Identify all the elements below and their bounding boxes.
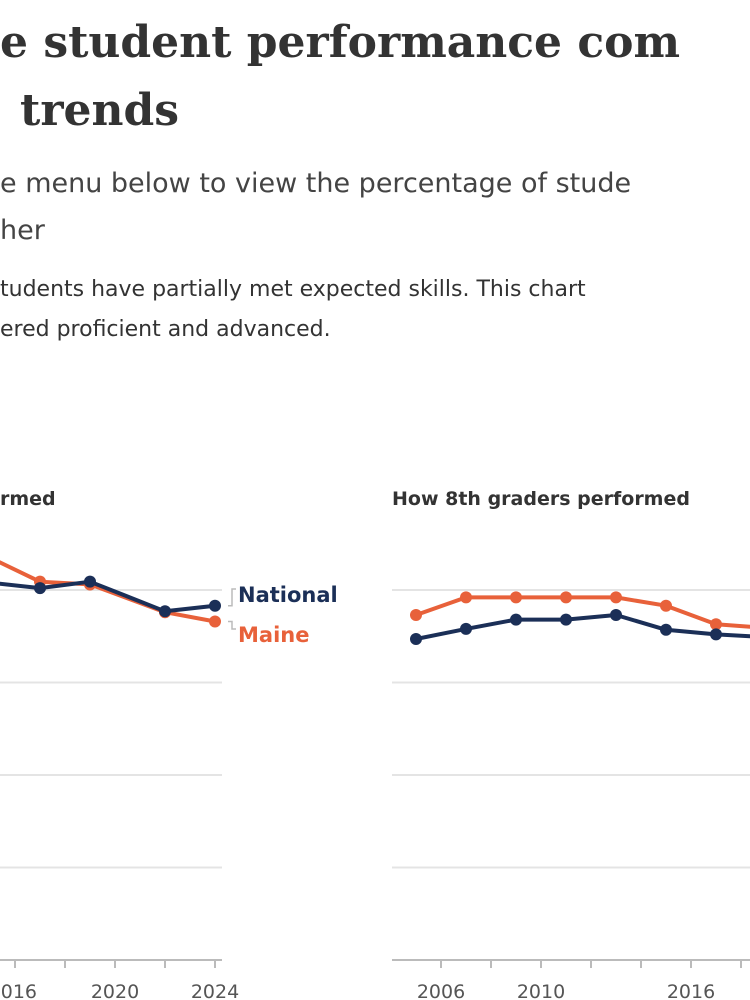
- x-tick-label: 2020: [91, 981, 139, 1000]
- title-line: trends: [20, 85, 179, 136]
- legend-connector: [228, 588, 236, 607]
- x-tick-label: 2006: [417, 981, 465, 1000]
- chart-title: rmed: [0, 488, 56, 510]
- legend-connector: [228, 620, 236, 630]
- note-line: tudents have partially met expected skil…: [0, 277, 586, 302]
- x-tick-label: 2010: [517, 981, 565, 1000]
- data-point: [159, 605, 171, 618]
- data-point: [209, 599, 221, 612]
- data-point: [510, 613, 522, 626]
- subtitle-line: her: [0, 215, 46, 246]
- legend-label: Maine: [238, 623, 309, 647]
- data-point: [560, 613, 572, 626]
- data-point: [34, 582, 46, 595]
- series-line: National: [0, 579, 216, 614]
- data-point: [710, 618, 722, 631]
- subtitle-line: e menu below to view the percentage of s…: [0, 168, 631, 199]
- data-point: [460, 591, 472, 604]
- data-point: [84, 575, 96, 588]
- series-line: National: [415, 613, 750, 641]
- data-point: [209, 615, 221, 628]
- note-line: ered proficient and advanced.: [0, 317, 331, 342]
- data-point: [660, 599, 672, 612]
- data-point: [610, 608, 622, 621]
- title-line: e student performance com: [0, 17, 680, 68]
- x-tick-label: 2024: [191, 981, 239, 1000]
- x-tick-label: 2016: [667, 981, 715, 1000]
- data-point: [610, 591, 622, 604]
- legend-label: National: [238, 583, 338, 607]
- chart-title: How 8th graders performed: [392, 488, 690, 510]
- data-point: [710, 628, 722, 641]
- data-point: [460, 622, 472, 635]
- data-point: [510, 591, 522, 604]
- data-point: [410, 608, 422, 621]
- data-point: [660, 623, 672, 636]
- data-point: [410, 633, 422, 646]
- x-tick-label: 016: [1, 981, 37, 1000]
- series-line: Maine: [415, 595, 750, 629]
- data-point: [560, 591, 572, 604]
